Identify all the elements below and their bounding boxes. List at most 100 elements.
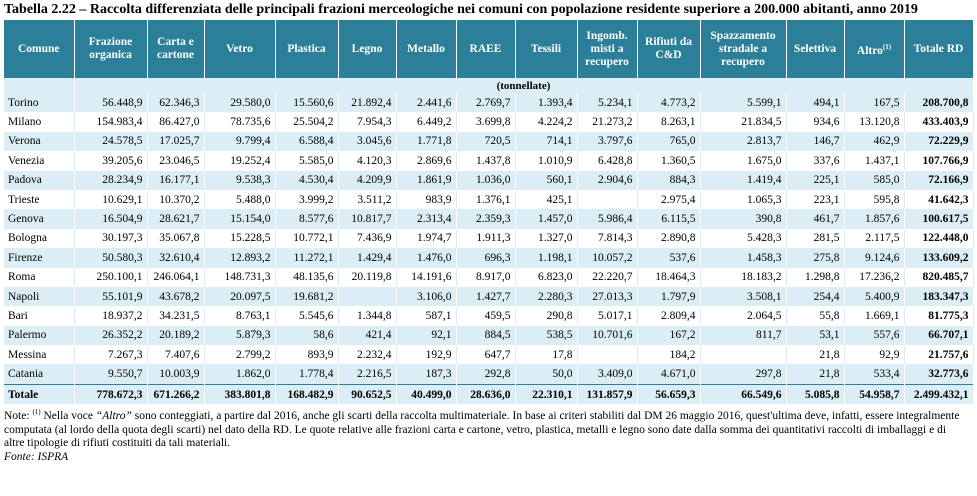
cell: 5.428,3 [700, 228, 787, 249]
cell: 1.778,4 [275, 364, 339, 385]
cell: 337,6 [786, 151, 845, 171]
column-header: Frazione organica [74, 20, 148, 78]
cell: 92,9 [844, 345, 905, 365]
cell: 18.937,2 [74, 306, 148, 326]
cell: 23.046,5 [147, 151, 205, 171]
cell: 4.120,3 [338, 151, 397, 171]
cell: 53,1 [786, 325, 845, 346]
cell: 425,1 [515, 189, 578, 210]
cell: 146,7 [786, 131, 845, 152]
table-row: Napoli 55.101,9 43.678,2 20.097,5 19.681,2 3.… [4, 286, 974, 307]
cell: 292,8 [456, 364, 516, 385]
cell: 5.400,9 [844, 286, 905, 307]
cell: 5.017,1 [577, 306, 638, 326]
table-row: Venezia 39.205,6 23.046,5 19.252,4 5.585,0 4.… [4, 151, 974, 171]
cell: 1.360,5 [637, 151, 701, 171]
cell: 39.205,6 [74, 151, 148, 171]
cell: 6.428,8 [577, 151, 638, 171]
cell: 18.464,3 [637, 267, 701, 287]
cell: 1.393,4 [515, 93, 578, 113]
row-label: Bologna [4, 228, 75, 249]
cell: 15.560,6 [275, 93, 339, 113]
cell: 647,7 [456, 345, 516, 365]
cell: 62.346,3 [147, 93, 205, 113]
cell: 24.578,5 [74, 131, 148, 152]
cell: 148.731,3 [204, 267, 276, 287]
cell: 884,5 [456, 325, 516, 346]
column-header-text: Tessili [530, 42, 562, 55]
cell: 3.508,1 [700, 286, 787, 307]
cell: 6.588,4 [275, 131, 339, 152]
note: Note: (1) Nella voce “Altro” sono conteg… [4, 406, 969, 450]
row-label: Napoli [4, 286, 75, 307]
cell: 1.911,3 [456, 228, 516, 249]
cell: 21.892,4 [338, 93, 397, 113]
cell: 11.272,1 [275, 248, 339, 268]
cell: 2.117,5 [844, 228, 905, 249]
cell: 17.025,7 [147, 131, 205, 152]
cell: 983,9 [396, 189, 457, 210]
cell: 6.823,0 [515, 267, 578, 287]
cell: 154.983,4 [74, 112, 148, 132]
cell: 2.232,4 [338, 345, 397, 365]
cell: 20.189,2 [147, 325, 205, 346]
cell: 560,1 [515, 170, 578, 190]
cell: 41.642,3 [904, 189, 974, 210]
cell: 167,5 [844, 93, 905, 113]
cell: 290,8 [515, 306, 578, 326]
cell: 78.735,6 [204, 112, 276, 132]
table-row: Totale 778.672,3 671.266,2 383.801,8 168.482… [4, 383, 974, 405]
cell: 21.273,2 [577, 112, 638, 132]
cell: 92,1 [396, 325, 457, 346]
column-header: RAEE [456, 20, 516, 78]
note-italic: “Altro” [95, 410, 132, 423]
column-header: Tessili [515, 20, 578, 78]
cell: 2.280,3 [515, 286, 578, 307]
cell: 3.045,6 [338, 131, 397, 152]
cell: 2.769,7 [456, 93, 516, 113]
column-header: Selettiva [786, 20, 845, 78]
column-header-text: Frazione organica [88, 36, 133, 61]
cell: 72.166,9 [904, 170, 974, 190]
cell: 557,6 [844, 325, 905, 346]
row-label: Milano [4, 112, 75, 132]
cell: 5.986,4 [577, 209, 638, 229]
cell: 893,9 [275, 345, 339, 365]
cell: 8.917,0 [456, 267, 516, 287]
cell: 10.629,1 [74, 189, 148, 210]
column-header-text: Spazzamento stradale a recupero [710, 29, 776, 68]
cell: 696,3 [456, 248, 516, 268]
cell: 14.191,6 [396, 267, 457, 287]
header-row: Comune Frazione organica Carta e cartone Ve… [4, 20, 974, 78]
cell: 1.427,7 [456, 286, 516, 307]
table-row: Catania 9.550,7 10.003,9 1.862,0 1.778,4 2.21… [4, 364, 974, 385]
row-label: Venezia [4, 151, 75, 171]
cell: 81.775,3 [904, 306, 974, 326]
cell: 459,5 [456, 306, 516, 326]
cell: 820.485,7 [904, 267, 974, 287]
cell: 7.954,3 [338, 112, 397, 132]
cell: 86.427,0 [147, 112, 205, 132]
cell: 2.809,4 [637, 306, 701, 326]
cell: 16.504,9 [74, 209, 148, 229]
cell: 225,1 [786, 170, 845, 190]
column-header-text: Plastica [287, 42, 326, 55]
cell: 595,8 [844, 189, 905, 210]
cell: 34.231,5 [147, 306, 205, 326]
row-label: Verona [4, 131, 75, 152]
cell: 2.313,4 [396, 209, 457, 229]
row-label: Roma [4, 267, 75, 287]
table-row: Messina 7.267,3 7.407,6 2.799,2 893,9 2.232,4… [4, 345, 974, 365]
cell: 1.010,9 [515, 151, 578, 171]
column-header: Rifiuti da C&D [637, 20, 701, 78]
cell: 168.482,9 [275, 383, 339, 405]
cell: 55,8 [786, 306, 845, 326]
column-header-text: Altro [856, 44, 883, 57]
column-header-text: Comune [17, 42, 60, 55]
cell: 50.580,3 [74, 248, 148, 268]
cell: 16.177,1 [147, 170, 205, 190]
cell: 43.678,2 [147, 286, 205, 307]
row-label: Padova [4, 170, 75, 190]
cell: 2.064,5 [700, 306, 787, 326]
column-header-text: Legno [351, 42, 383, 55]
